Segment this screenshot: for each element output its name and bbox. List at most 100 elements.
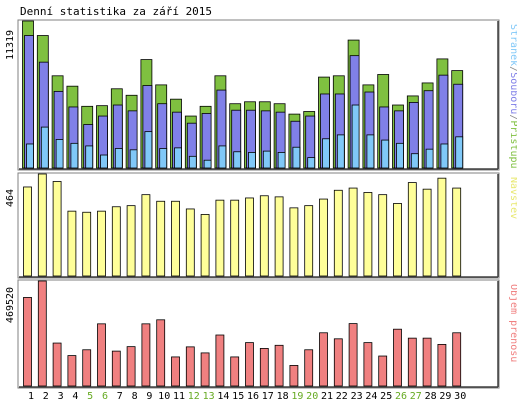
- legend-entry: Přístupů: [508, 120, 517, 168]
- bar-visits: [422, 188, 432, 277]
- bar-transfer: [171, 356, 180, 387]
- legend-entry: Souborů: [508, 72, 517, 114]
- bar-stranek: [277, 152, 286, 169]
- x-tick-label: 2: [43, 391, 49, 402]
- x-tick-label: 7: [117, 391, 123, 402]
- x-tick-label: 16: [247, 391, 259, 402]
- x-tick-label: 5: [87, 391, 93, 402]
- x-tick-label: 9: [146, 391, 152, 402]
- series-Objem přenosu: [23, 280, 462, 387]
- y-max-label: 11319: [5, 30, 16, 60]
- bar-transfer: [126, 346, 136, 387]
- x-tick-label: 17: [262, 391, 274, 402]
- bar-transfer: [348, 323, 358, 387]
- bar-transfer: [97, 323, 106, 387]
- bar-transfer: [437, 344, 447, 387]
- bar-stranek: [381, 139, 390, 169]
- panel-legend: Návštěv: [508, 177, 517, 219]
- x-tick-label: 10: [158, 391, 170, 402]
- x-tick-label: 29: [439, 391, 451, 402]
- bar-transfer: [333, 338, 343, 387]
- x-tick-label: 4: [72, 391, 78, 402]
- bar-transfer: [363, 342, 373, 387]
- x-tick-label: 21: [321, 391, 333, 402]
- bar-visits: [304, 205, 314, 277]
- bar-stranek: [455, 136, 464, 169]
- bar-stranek: [114, 148, 123, 169]
- x-tick-label: 3: [58, 391, 64, 402]
- x-tick-label: 11: [173, 391, 185, 402]
- bar-stranek: [218, 145, 227, 169]
- bar-transfer: [259, 348, 269, 387]
- bar-transfer: [141, 323, 151, 387]
- bar-transfer: [319, 332, 328, 387]
- bar-visits: [378, 194, 388, 277]
- bar-stranek: [307, 157, 316, 169]
- bar-transfer: [111, 350, 121, 387]
- series-Návštěv: [23, 173, 462, 277]
- bar-stranek: [203, 159, 212, 169]
- bar-transfer: [407, 337, 417, 387]
- x-tick-label: 20: [306, 391, 318, 402]
- bar-stranek: [366, 134, 375, 169]
- bar-visits: [52, 181, 62, 277]
- panel-visits: 464 Návštěv: [5, 172, 517, 279]
- bar-visits: [274, 196, 284, 277]
- series-Stránek: [26, 104, 464, 169]
- bar-visits: [37, 173, 47, 277]
- x-tick-label: 1: [28, 391, 34, 402]
- bar-stranek: [233, 151, 242, 169]
- bar-visits: [97, 210, 106, 277]
- bar-stranek: [55, 139, 64, 169]
- bar-stranek: [174, 147, 182, 169]
- series-Souborů: [24, 35, 464, 169]
- x-tick-label: 23: [351, 391, 363, 402]
- x-tick-label: 18: [277, 391, 289, 402]
- bar-visits: [215, 199, 225, 277]
- bar-stranek: [100, 154, 108, 169]
- panel-legend: Stránek/Souborů/Přístupů: [508, 24, 517, 169]
- x-tick-label: 14: [217, 391, 229, 402]
- bar-transfer: [37, 280, 47, 387]
- bar-stranek: [129, 149, 138, 169]
- bar-visits: [437, 177, 447, 277]
- bar-transfer: [156, 319, 166, 387]
- bar-stranek: [159, 148, 168, 169]
- bar-transfer: [67, 355, 77, 387]
- bar-visits: [289, 207, 299, 277]
- bar-transfer: [304, 349, 314, 387]
- x-tick-label: 30: [454, 391, 466, 402]
- chart-panels: 11319Stránek/Souborů/Přístupů464Návštěv4…: [5, 19, 517, 389]
- bar-transfer: [274, 344, 284, 387]
- legend-entry: Stránek: [508, 24, 517, 66]
- bar-visits: [126, 205, 136, 277]
- bar-stranek: [410, 153, 419, 169]
- bar-stranek: [440, 143, 449, 169]
- bar-stranek: [26, 143, 34, 169]
- bar-stranek: [292, 146, 301, 169]
- bar-transfer: [23, 297, 32, 387]
- bar-stranek: [40, 126, 49, 169]
- x-axis-labels: 1 2 3 4 5 6 7 8 9 10 11 12 13 14 15 16 17 18 19 20 21 22 23 24 2…: [28, 391, 466, 402]
- bar-transfer: [289, 365, 299, 387]
- bar-stranek: [70, 142, 79, 169]
- bar-visits: [171, 200, 180, 277]
- y-max-label: 469520: [5, 287, 16, 323]
- x-tick-label: 27: [410, 391, 422, 402]
- bar-stranek: [425, 148, 434, 169]
- bar-stranek: [144, 131, 153, 169]
- bar-visits: [230, 199, 240, 277]
- bar-visits: [452, 187, 462, 277]
- bar-stranek: [262, 150, 271, 169]
- bar-visits: [141, 194, 151, 277]
- bar-visits: [245, 197, 254, 277]
- bar-visits: [111, 206, 121, 277]
- bar-stranek: [248, 152, 256, 169]
- y-max-label: 464: [5, 189, 16, 207]
- legend-entry: /: [508, 66, 517, 72]
- legend-entry: /: [508, 114, 517, 120]
- x-tick-label: 15: [232, 391, 244, 402]
- x-tick-label: 28: [425, 391, 437, 402]
- x-tick-label: 6: [102, 391, 108, 402]
